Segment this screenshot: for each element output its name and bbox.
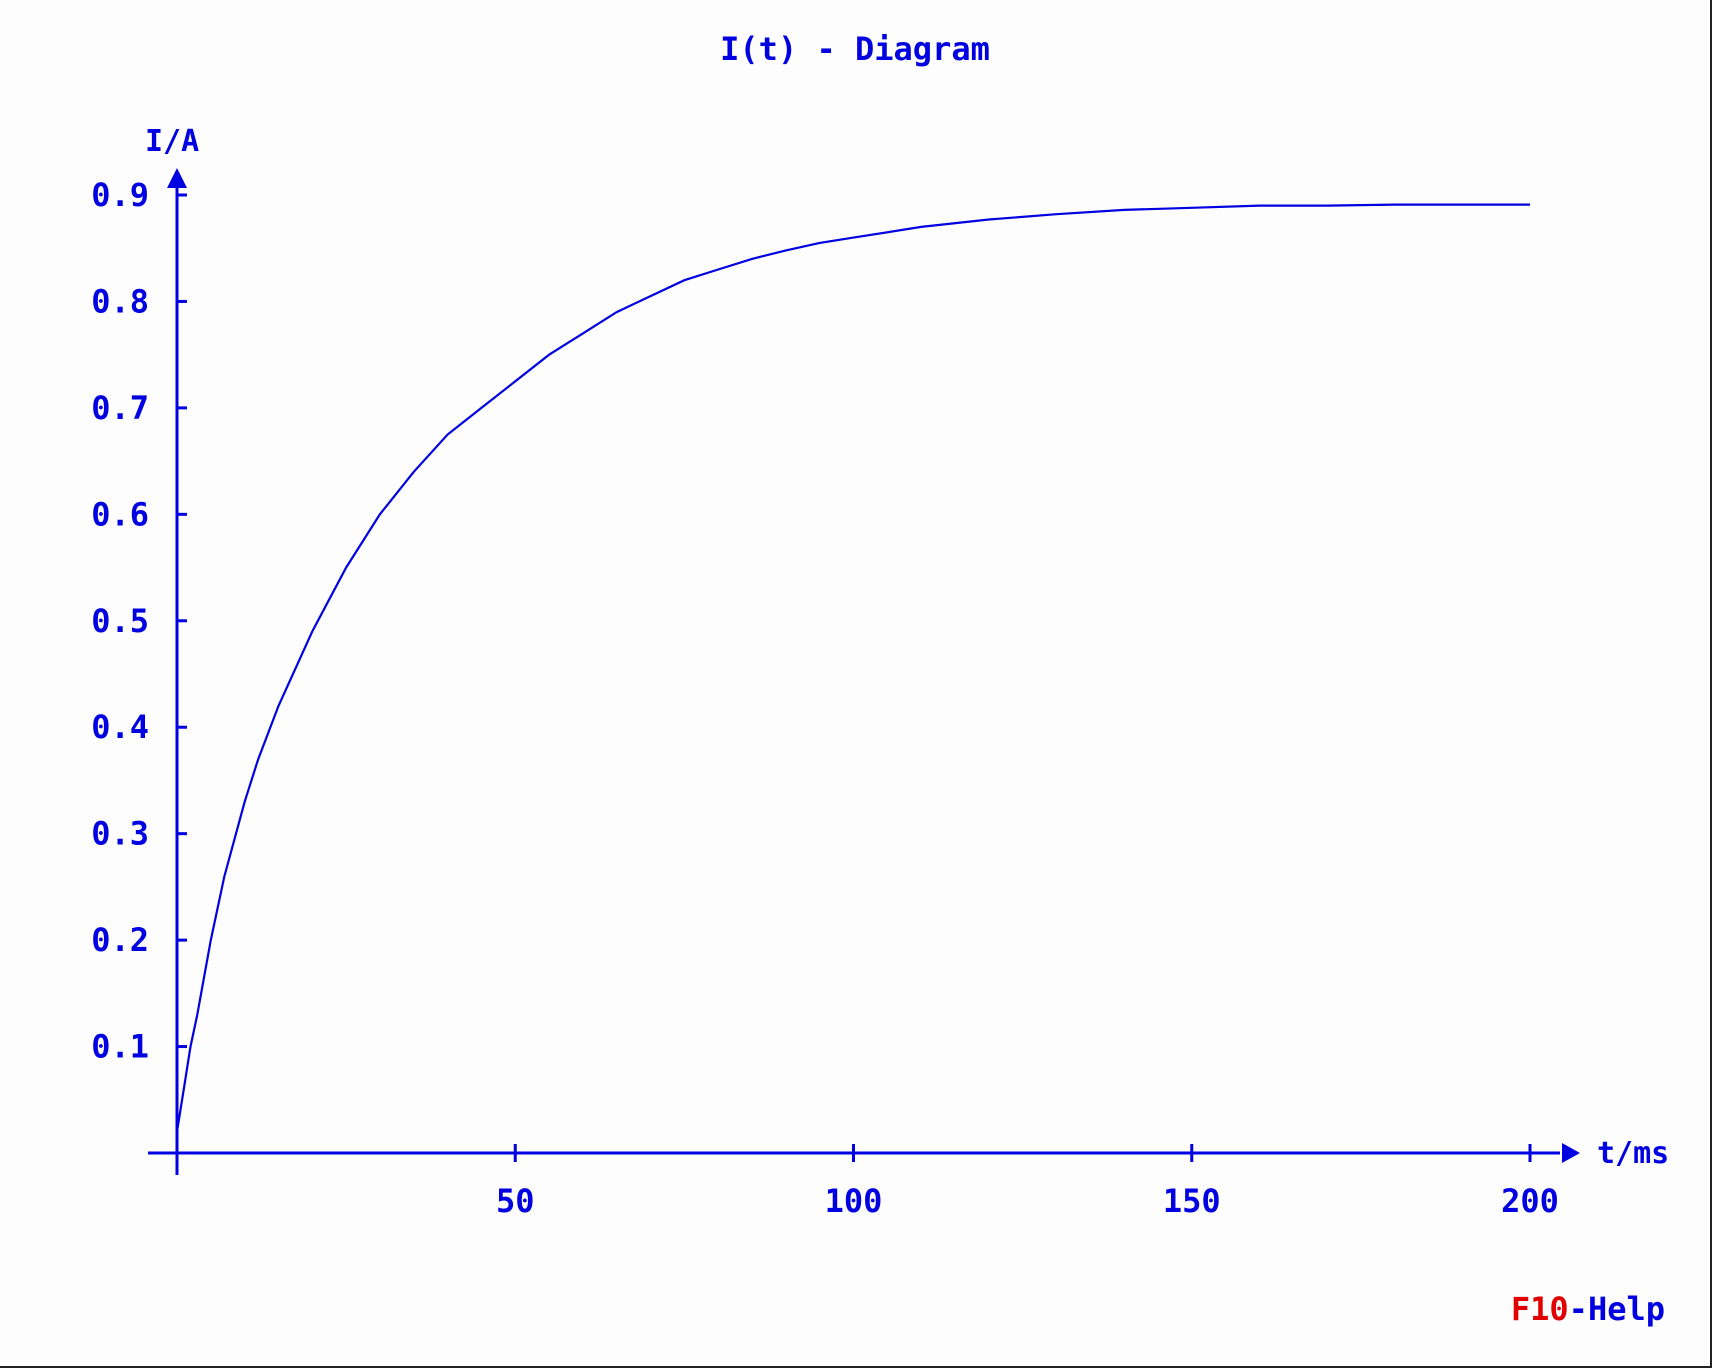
series-line (175, 203, 1530, 1132)
y-tick-label: 0.6 (91, 495, 149, 533)
help-hint: F10-Help (1511, 1290, 1665, 1328)
y-tick-label: 0.3 (91, 815, 149, 853)
axes: t/ms I/A (145, 124, 1669, 1175)
x-tick-label: 150 (1163, 1182, 1221, 1220)
x-tick-label: 100 (825, 1182, 883, 1220)
y-axis-label: I/A (145, 124, 199, 159)
y-ticks: 0.1 0.2 0.3 0.4 0.5 0.6 0.7 0.8 0.9 (91, 176, 187, 1066)
x-ticks: 50 100 150 200 (496, 1144, 1559, 1220)
y-axis-arrow (167, 168, 187, 188)
y-tick-label: 0.2 (91, 921, 149, 959)
chart-title: I(t) - Diagram (720, 30, 990, 68)
y-tick-label: 0.1 (91, 1028, 149, 1066)
help-key: F10 (1511, 1290, 1569, 1328)
x-axis-arrow (1562, 1143, 1580, 1163)
y-tick-label: 0.7 (91, 389, 149, 427)
x-tick-label: 50 (496, 1182, 535, 1220)
plot-series (175, 203, 1530, 1132)
y-tick-label: 0.8 (91, 282, 149, 320)
y-tick-label: 0.9 (91, 176, 149, 214)
x-tick-label: 200 (1501, 1182, 1559, 1220)
x-axis-label: t/ms (1597, 1136, 1669, 1171)
y-tick-label: 0.4 (91, 708, 149, 746)
help-label: -Help (1569, 1290, 1665, 1328)
y-tick-label: 0.5 (91, 602, 149, 640)
